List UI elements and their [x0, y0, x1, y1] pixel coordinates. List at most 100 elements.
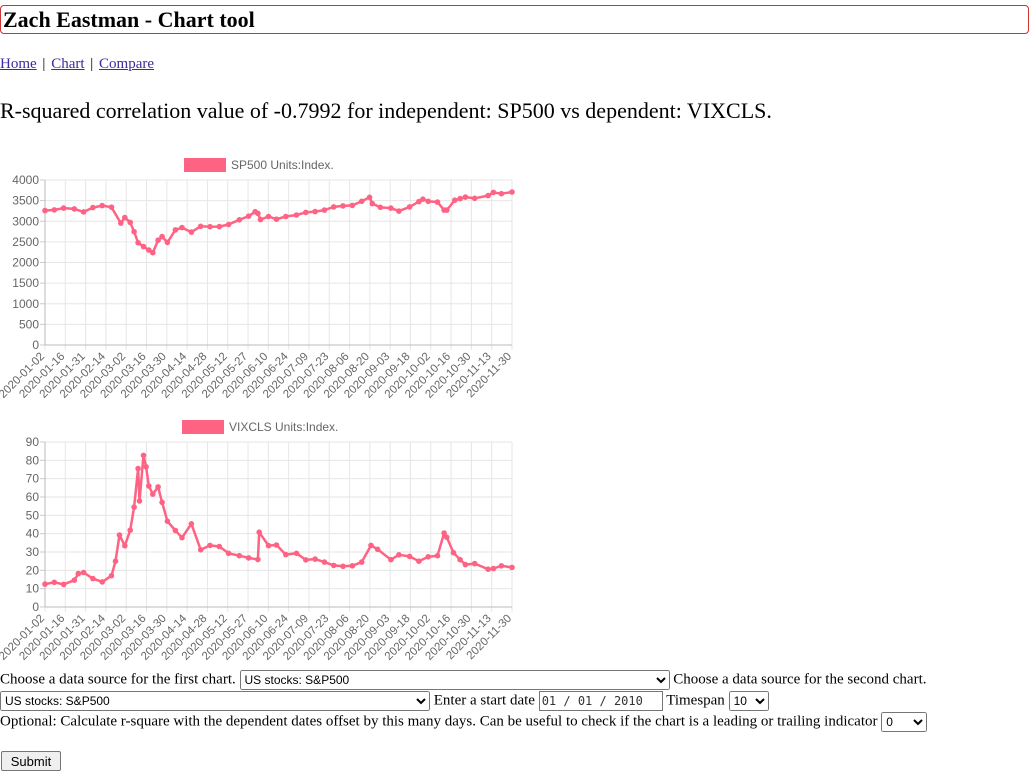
sp500-y-tick-label: 3500: [12, 194, 39, 208]
sp500-data-point: [444, 207, 450, 213]
nav-separator: |: [42, 56, 46, 72]
first-source-label: Choose a data source for the first chart…: [0, 671, 236, 688]
sp500-data-point: [406, 204, 413, 210]
sp500-data-point: [312, 208, 318, 215]
vixcls-data-point: [255, 556, 261, 563]
vixcls-data-point: [265, 542, 272, 549]
vixcls-data-point: [485, 566, 491, 572]
page-title: Zach Eastman - Chart tool: [3, 7, 255, 32]
sp500-data-point: [236, 217, 243, 223]
vixcls-data-point: [135, 465, 141, 472]
vixcls-legend-swatch: [182, 420, 224, 434]
vixcls-data-point: [60, 581, 67, 588]
sp500-data-point: [293, 212, 300, 218]
sp500-y-tick-label: 1000: [12, 297, 39, 311]
vixcls-data-point: [159, 499, 165, 506]
vixcls-data-point: [172, 527, 179, 534]
vixcls-data-point: [127, 527, 133, 533]
start-date-label: Enter a start date: [433, 692, 535, 709]
vixcls-y-tick-label: 60: [26, 490, 40, 504]
timespan-label: Timespan: [666, 692, 725, 709]
vixcls-legend-label: VIXCLS Units:Index.: [229, 420, 338, 434]
vixcls-data-point: [136, 498, 143, 504]
sp500-data-point: [127, 219, 133, 226]
sp500-data-point: [396, 208, 402, 214]
sp500-data-point: [273, 216, 280, 222]
submit-button[interactable]: Submit: [1, 751, 61, 771]
vixcls-data-point: [283, 551, 289, 558]
vixcls-y-tick-label: 20: [26, 563, 40, 577]
second-source-select[interactable]: US stocks: S&P500: [0, 691, 430, 711]
sp500-data-point: [131, 228, 137, 235]
nav-home-link[interactable]: Home: [0, 56, 37, 72]
vixcls-data-point: [116, 532, 123, 538]
sp500-data-point: [377, 204, 384, 211]
sp500-data-point: [452, 197, 458, 203]
offset-select[interactable]: 0: [881, 712, 928, 732]
vixcls-data-point: [71, 577, 78, 583]
sp500-data-point: [509, 189, 515, 195]
sp500-data-point: [172, 227, 179, 233]
vixcls-data-point: [321, 559, 328, 565]
sp500-data-point: [265, 213, 272, 220]
vixcls-data-point: [80, 569, 87, 576]
nav-compare-link[interactable]: Compare: [99, 56, 155, 72]
form-row-dates: US stocks: S&P500 Enter a start date Tim…: [0, 691, 769, 711]
vixcls-data-point: [462, 561, 469, 568]
vixcls-data-point: [164, 518, 171, 524]
vixcls-y-tick-label: 0: [32, 600, 39, 614]
header-box: Zach Eastman - Chart tool: [0, 5, 1029, 34]
sp500-data-point: [471, 195, 478, 202]
form-row-offset: Optional: Calculate r-square with the de…: [0, 712, 928, 732]
sp500-data-point: [150, 249, 156, 256]
vixcls-data-point: [273, 542, 280, 548]
vixcls-data-point: [112, 558, 119, 564]
sp500-data-point: [498, 190, 505, 197]
sp500-data-point: [321, 207, 328, 213]
vixcls-data-point: [416, 558, 422, 564]
sp500-data-point: [255, 210, 261, 217]
nav-chart-link[interactable]: Chart: [51, 56, 85, 72]
vixcls-data-point: [146, 483, 152, 489]
vixcls-y-tick-label: 30: [26, 545, 40, 559]
vixcls-data-point: [293, 550, 300, 557]
sp500-data-point: [159, 233, 165, 240]
vixcls-data-point: [155, 484, 161, 490]
sp500-legend-label: SP500 Units:Index.: [231, 158, 334, 172]
sp500-data-point: [330, 204, 337, 210]
sp500-y-tick-label: 0: [32, 338, 39, 352]
vixcls-y-tick-label: 80: [26, 453, 40, 467]
first-source-select[interactable]: US stocks: S&P500: [239, 670, 670, 690]
sp500-data-point: [349, 202, 356, 209]
sp500-data-point: [216, 223, 223, 230]
vixcls-data-point: [444, 534, 450, 541]
vixcls-data-point: [396, 552, 402, 558]
vixcls-data-point: [179, 534, 185, 541]
sp500-data-point: [283, 213, 289, 220]
form-row-sources: Choose a data source for the first chart…: [0, 670, 927, 690]
sp500-y-tick-label: 2500: [12, 235, 39, 249]
sp500-y-tick-label: 4000: [12, 173, 39, 187]
sp500-data-point: [155, 237, 161, 243]
sp500-data-point: [303, 209, 309, 216]
vixcls-data-point: [90, 575, 96, 582]
vixcls-data-point: [490, 565, 497, 572]
sp500-data-point: [366, 194, 373, 201]
sp500-data-point: [245, 213, 252, 219]
vixcls-data-point: [406, 553, 413, 560]
timespan-select[interactable]: 10: [728, 691, 769, 711]
start-date-input[interactable]: [538, 691, 663, 711]
sp500-data-point: [420, 196, 426, 202]
sp500-data-point: [388, 205, 394, 211]
sp500-legend-swatch: [184, 158, 226, 172]
sp500-data-point: [108, 204, 115, 210]
vixcls-data-point: [340, 563, 346, 570]
vixcls-data-point: [434, 552, 441, 559]
sp500-data-point: [42, 207, 48, 214]
sp500-data-point: [490, 189, 497, 196]
vixcls-y-tick-label: 50: [26, 508, 40, 522]
vixcls-data-point: [450, 549, 457, 556]
sp500-y-tick-label: 500: [19, 317, 39, 331]
sp500-data-point: [71, 206, 78, 212]
sp500-data-point: [60, 205, 67, 211]
